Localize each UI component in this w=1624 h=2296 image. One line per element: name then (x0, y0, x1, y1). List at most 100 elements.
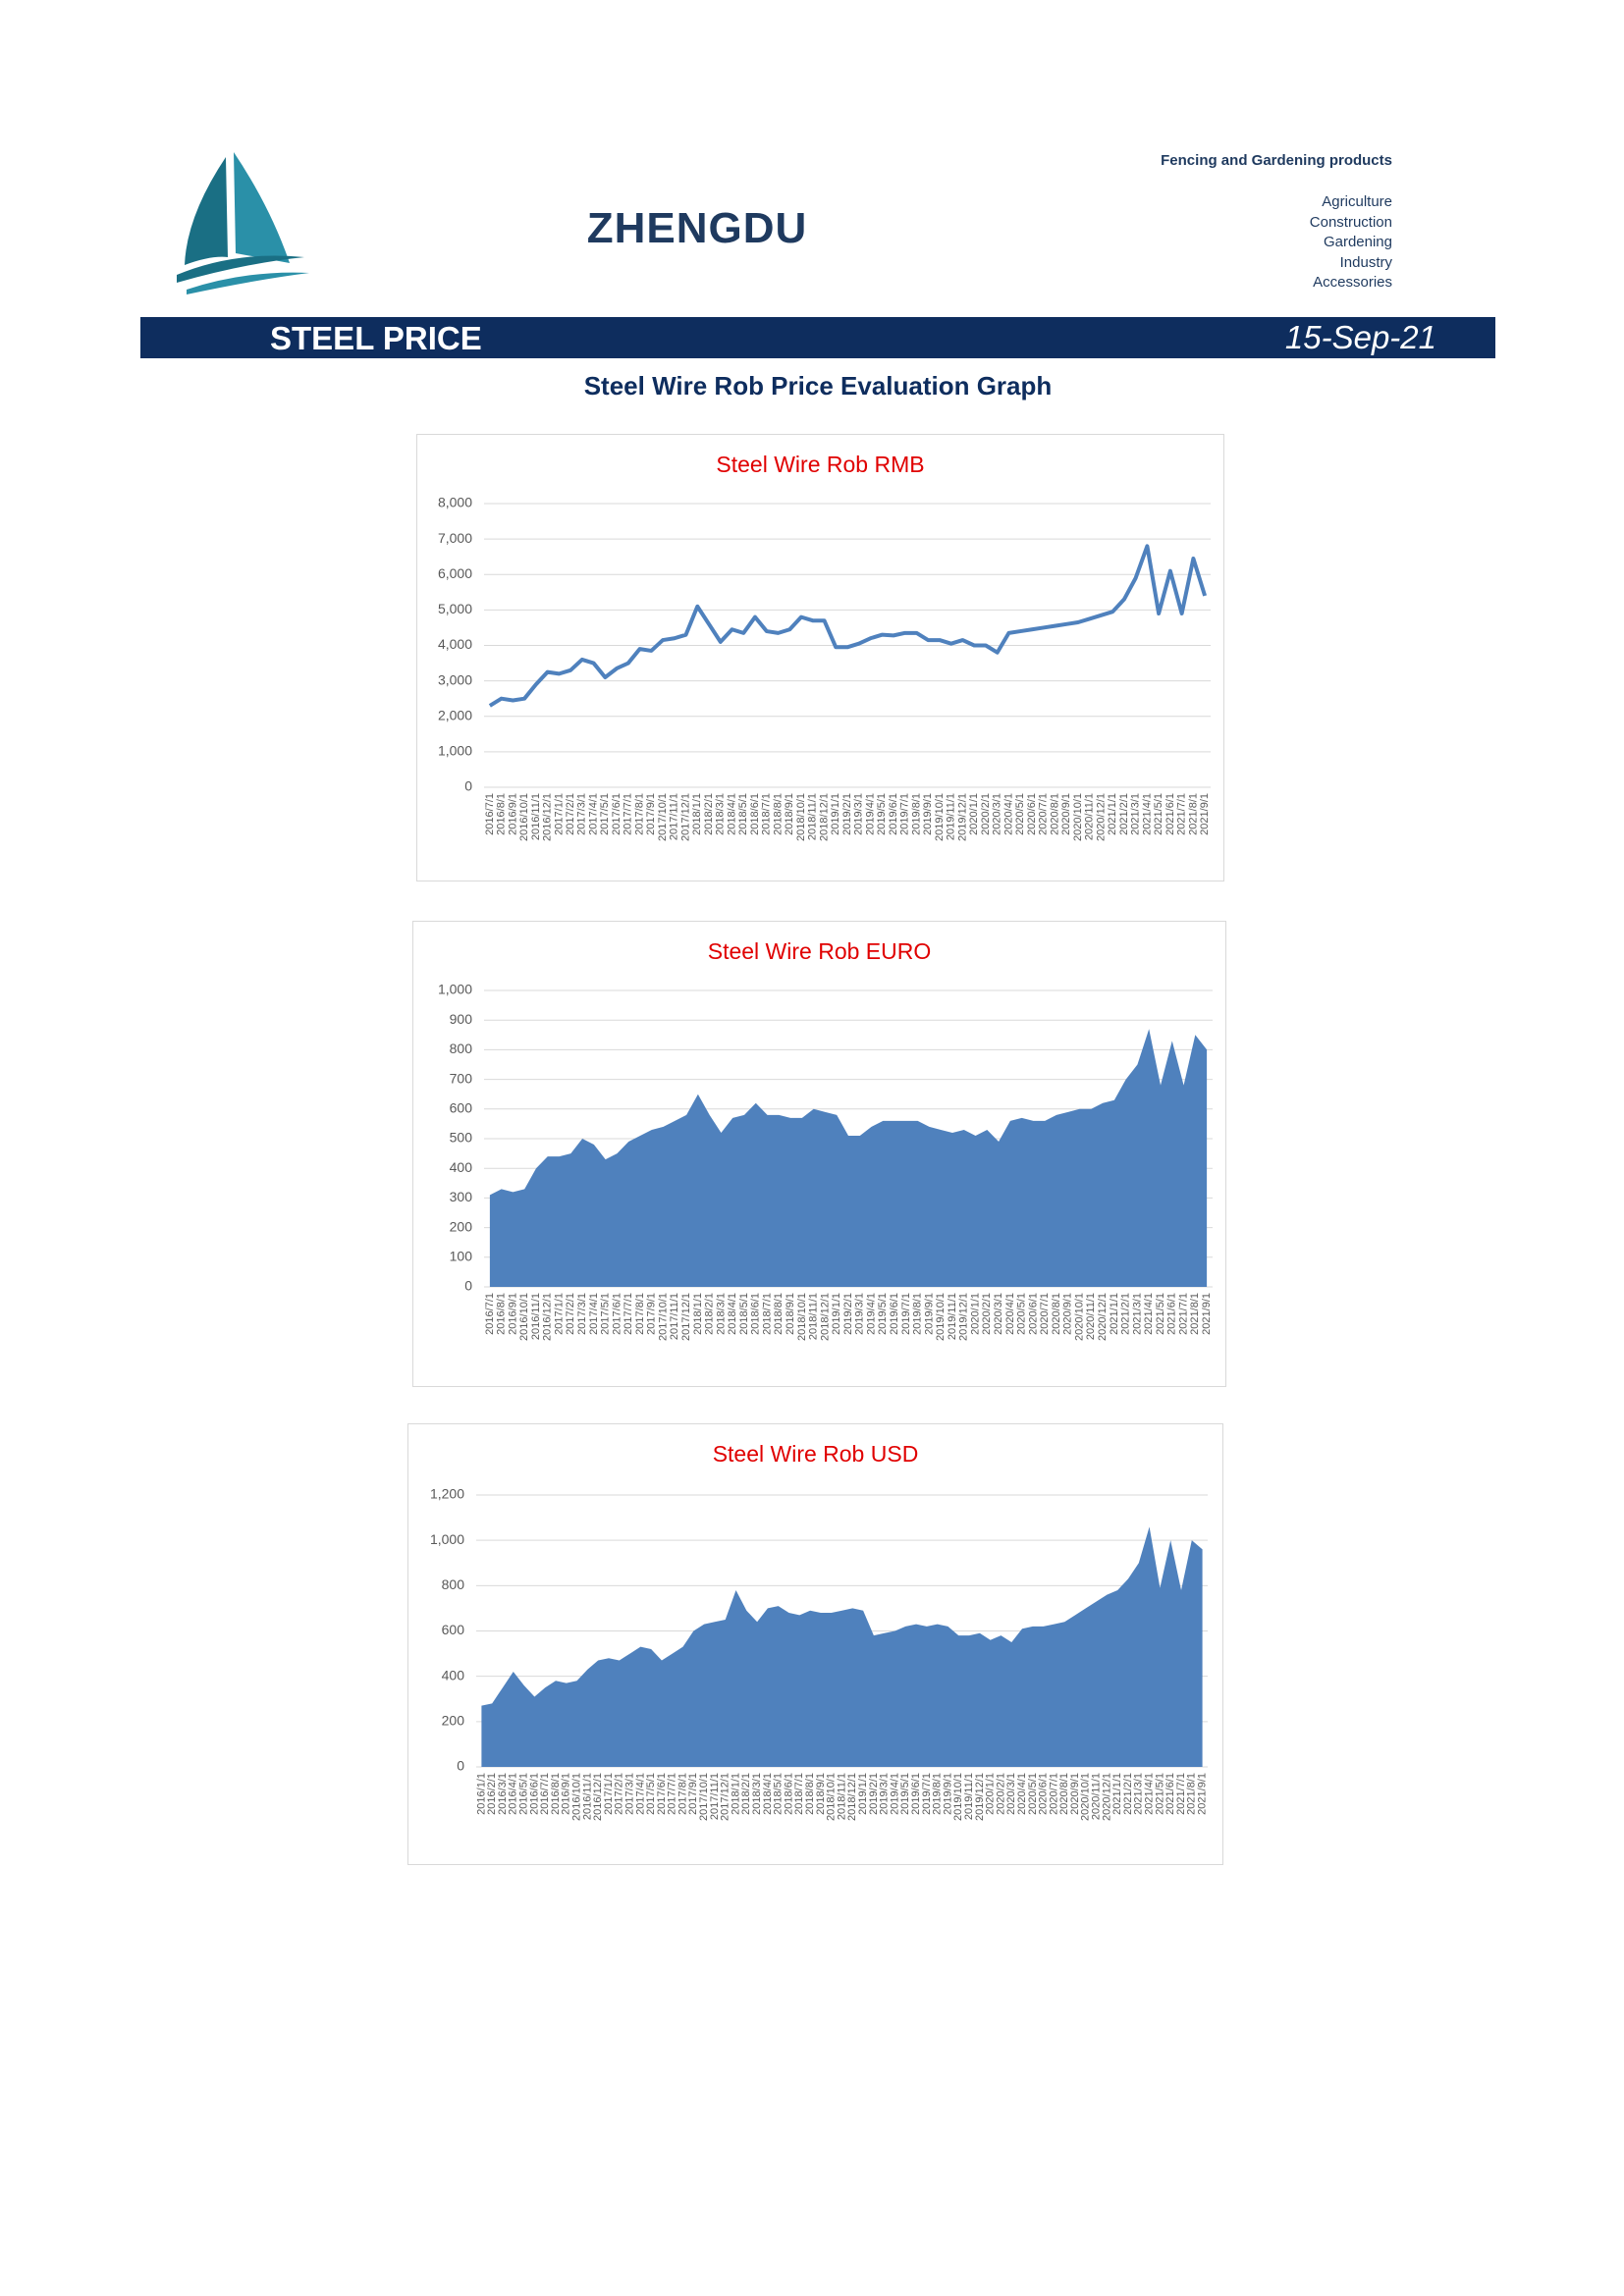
y-tick-label: 400 (450, 1159, 473, 1175)
x-tick-label: 2016/11/1 (530, 1293, 542, 1340)
x-tick-label: 2017/10/1 (698, 1773, 710, 1821)
x-tick-label: 2018/11/1 (808, 1293, 820, 1340)
x-tick-label: 2020/4/1 (1004, 1293, 1016, 1335)
x-tick-label: 2020/11/1 (1084, 793, 1096, 840)
x-tick-label: 2019/11/1 (946, 793, 957, 840)
x-tick-label: 2017/5/1 (600, 1293, 612, 1335)
x-tick-label: 2021/9/1 (1199, 793, 1211, 835)
x-tick-label: 2017/1/1 (553, 793, 565, 835)
x-tick-label: 2021/3/1 (1130, 793, 1142, 835)
x-tick-label: 2017/12/1 (679, 793, 691, 841)
x-tick-label: 2019/12/1 (958, 1293, 970, 1341)
x-tick-label: 2021/1/1 (1109, 1293, 1120, 1335)
x-tick-label: 2020/4/1 (1016, 1773, 1028, 1815)
x-tick-label: 2021/7/1 (1177, 1293, 1189, 1335)
x-tick-label: 2018/3/1 (715, 793, 727, 835)
x-tick-label: 2021/9/1 (1201, 1293, 1213, 1335)
x-tick-label: 2021/7/1 (1175, 1773, 1187, 1815)
x-tick-label: 2019/1/1 (831, 1293, 842, 1335)
x-tick-label: 2020/12/1 (1095, 793, 1107, 841)
x-tick-label: 2018/4/1 (726, 793, 737, 835)
x-tick-label: 2018/12/1 (846, 1773, 858, 1821)
x-tick-label: 2019/11/1 (963, 1773, 975, 1820)
x-tick-label: 2019/6/1 (910, 1773, 922, 1815)
x-tick-label: 2016/7/1 (484, 793, 496, 835)
y-tick-label: 0 (457, 1758, 464, 1774)
x-tick-label: 2019/1/1 (857, 1773, 869, 1815)
x-tick-label: 2021/2/1 (1118, 793, 1130, 835)
x-tick-label: 2021/4/1 (1141, 793, 1153, 835)
x-tick-label: 2021/6/1 (1166, 1293, 1178, 1335)
product-item: Agriculture (1322, 193, 1392, 210)
x-tick-label: 2020/8/1 (1049, 793, 1060, 835)
x-tick-label: 2019/8/1 (910, 793, 922, 835)
x-tick-label: 2019/10/1 (934, 793, 946, 841)
x-tick-label: 2017/4/1 (634, 1773, 646, 1815)
x-tick-label: 2016/11/1 (581, 1773, 593, 1820)
x-tick-label: 2020/2/1 (995, 1773, 1006, 1815)
x-tick-label: 2018/10/1 (796, 1293, 808, 1341)
product-item: Accessories (1313, 274, 1392, 292)
x-tick-label: 2019/12/1 (974, 1773, 986, 1821)
banner-date: 15-Sep-21 (1284, 319, 1436, 355)
x-tick-label: 2018/2/1 (704, 1293, 716, 1335)
x-tick-label: 2017/11/1 (669, 1293, 680, 1340)
x-tick-label: 2020/10/1 (1073, 1293, 1085, 1341)
x-tick-label: 2020/5/1 (1016, 1293, 1028, 1335)
x-tick-label: 2019/3/1 (853, 793, 865, 835)
x-tick-label: 2017/6/1 (656, 1773, 668, 1815)
x-tick-label: 2017/6/1 (611, 793, 623, 835)
x-tick-label: 2017/10/1 (657, 1293, 669, 1341)
x-tick-label: 2019/12/1 (956, 793, 968, 841)
x-tick-label: 2020/4/1 (1002, 793, 1014, 835)
logo-wave (187, 272, 309, 294)
x-tick-label: 2019/8/1 (912, 1293, 924, 1335)
x-tick-label: 2020/7/1 (1048, 1773, 1059, 1815)
x-tick-label: 2021/3/1 (1131, 1293, 1143, 1335)
x-tick-label: 2017/4/1 (588, 1293, 600, 1335)
y-tick-label: 900 (450, 1011, 473, 1027)
x-tick-label: 2018/9/1 (785, 1293, 796, 1335)
x-tick-label: 2020/12/1 (1101, 1773, 1112, 1821)
banner-title: STEEL PRICE (270, 320, 482, 356)
x-tick-label: 2018/1/1 (692, 1293, 704, 1335)
x-tick-label: 2020/9/1 (1060, 793, 1072, 835)
y-tick-label: 200 (442, 1713, 465, 1729)
y-tick-label: 800 (450, 1041, 473, 1056)
x-tick-label: 2018/10/1 (795, 793, 807, 841)
x-tick-label: 2019/11/1 (947, 1293, 958, 1340)
x-tick-label: 2017/11/1 (709, 1773, 721, 1820)
x-tick-label: 2019/7/1 (921, 1773, 933, 1815)
x-tick-label: 2016/8/1 (496, 793, 508, 835)
product-item: Industry (1339, 253, 1392, 271)
x-tick-label: 2019/7/1 (900, 1293, 912, 1335)
logo (177, 152, 309, 294)
x-tick-label: 2020/8/1 (1051, 1293, 1062, 1335)
x-tick-label: 2017/8/1 (634, 1293, 646, 1335)
x-tick-label: 2016/12/1 (542, 793, 554, 841)
x-tick-label: 2018/12/1 (819, 1293, 831, 1341)
y-tick-label: 8,000 (438, 495, 472, 510)
y-tick-label: 4,000 (438, 636, 472, 652)
x-tick-label: 2019/5/1 (899, 1773, 911, 1815)
x-tick-label: 2019/3/1 (879, 1773, 891, 1815)
x-tick-label: 2021/8/1 (1187, 793, 1199, 835)
x-tick-label: 2017/11/1 (669, 793, 680, 840)
x-tick-label: 2019/2/1 (841, 793, 853, 835)
y-tick-label: 5,000 (438, 601, 472, 616)
x-tick-label: 2020/11/1 (1091, 1773, 1103, 1820)
x-tick-label: 2021/3/1 (1133, 1773, 1145, 1815)
x-tick-label: 2020/1/1 (985, 1773, 997, 1815)
x-tick-label: 2020/6/1 (1026, 793, 1038, 835)
x-tick-label: 2019/10/1 (952, 1773, 964, 1821)
x-tick-label: 2018/7/1 (761, 1293, 773, 1335)
x-tick-label: 2018/9/1 (784, 793, 795, 835)
x-tick-label: 2020/6/1 (1038, 1773, 1050, 1815)
x-tick-label: 2018/5/1 (738, 1293, 750, 1335)
x-tick-label: 2016/8/1 (496, 1293, 508, 1335)
y-tick-label: 7,000 (438, 530, 472, 546)
x-tick-label: 2018/4/1 (762, 1773, 774, 1815)
product-list: Agriculture Construction Gardening Indus… (1310, 192, 1392, 294)
x-tick-label: 2019/4/1 (889, 1773, 900, 1815)
x-tick-label: 2021/5/1 (1155, 1293, 1166, 1335)
